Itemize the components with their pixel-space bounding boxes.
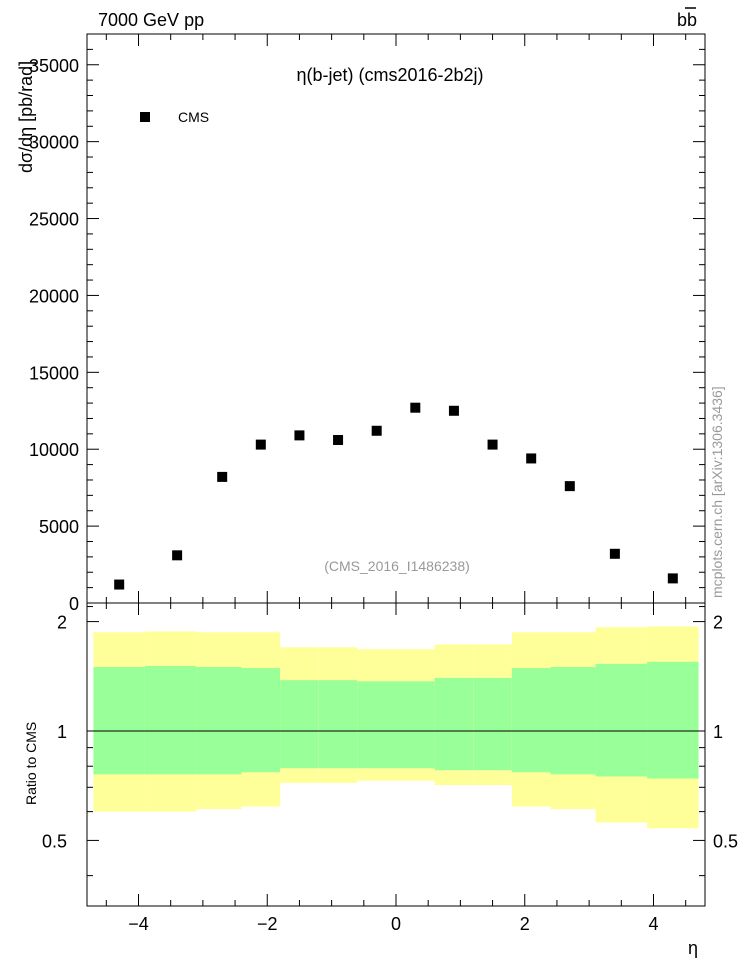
data-point-cms bbox=[333, 434, 344, 445]
ratio-y-tick-label: 1 bbox=[57, 722, 67, 742]
ratio-y-tick-label: 2 bbox=[57, 613, 67, 633]
main-panel: 0 5000 10000 15000 20000 25000 30000 35000 η(b-… bbox=[16, 33, 706, 614]
y-tick-label: 30000 bbox=[29, 133, 79, 153]
ratio-inner-band bbox=[93, 667, 145, 775]
main-ticks: 0 5000 10000 15000 20000 25000 30000 35000 bbox=[29, 34, 705, 614]
ratio-inner-band bbox=[144, 665, 197, 775]
y-tick-label: 15000 bbox=[29, 363, 79, 383]
ratio-inner-band bbox=[357, 681, 396, 769]
ratio-inner-band bbox=[318, 680, 358, 769]
ratio-y-tick-label: 0.5 bbox=[42, 831, 67, 851]
main-data-points bbox=[114, 402, 678, 590]
data-point-cms bbox=[526, 453, 537, 464]
ratio-ticks: −4 −2 0 2 4 0.5 0.5 1 1 2 2 bbox=[42, 603, 738, 934]
y-tick-label: 35000 bbox=[29, 56, 79, 76]
ratio-y-axis-label: Ratio to CMS bbox=[23, 722, 39, 805]
ratio-bands bbox=[93, 626, 699, 829]
ratio-inner-band bbox=[647, 661, 699, 779]
ratio-inner-band bbox=[396, 681, 435, 769]
data-point-cms bbox=[487, 439, 498, 450]
data-point-cms bbox=[667, 573, 678, 584]
data-point-cms bbox=[448, 405, 459, 416]
y-tick-label: 10000 bbox=[29, 440, 79, 460]
ratio-inner-band bbox=[241, 668, 281, 773]
y-tick-label: 0 bbox=[69, 594, 79, 614]
y-axis-label: dσ/dη [pb/rad] bbox=[16, 61, 36, 173]
x-tick-label: 2 bbox=[520, 914, 530, 934]
ratio-inner-band bbox=[511, 668, 551, 773]
header-process-label: bb bbox=[677, 10, 697, 30]
ratio-inner-band bbox=[280, 680, 319, 769]
data-point-cms bbox=[172, 550, 183, 561]
y-tick-label: 20000 bbox=[29, 286, 79, 306]
legend-marker-cms bbox=[140, 112, 150, 122]
main-title: η(b-jet) (cms2016-2b2j) bbox=[296, 65, 483, 85]
x-tick-label: −4 bbox=[128, 914, 149, 934]
x-tick-label: 0 bbox=[391, 914, 401, 934]
data-point-cms bbox=[114, 579, 125, 590]
ratio-inner-band bbox=[595, 663, 648, 777]
data-point-cms bbox=[410, 402, 421, 413]
data-point-cms bbox=[217, 471, 228, 482]
y-tick-label: 25000 bbox=[29, 210, 79, 230]
x-tick-label: −2 bbox=[257, 914, 278, 934]
data-point-cms bbox=[294, 430, 305, 441]
ratio-panel: −4 −2 0 2 4 0.5 0.5 1 1 2 2 Ratio to CMS bbox=[23, 602, 738, 934]
data-point-cms bbox=[371, 425, 382, 436]
legend-label-cms: CMS bbox=[178, 109, 209, 125]
data-point-cms bbox=[255, 439, 266, 450]
data-point-cms bbox=[609, 548, 620, 559]
analysis-label: (CMS_2016_I1486238) bbox=[324, 558, 470, 574]
ratio-inner-band bbox=[550, 667, 596, 775]
data-point-cms bbox=[564, 481, 575, 492]
ratio-y-tick-label-right: 2 bbox=[713, 613, 723, 633]
ratio-inner-band bbox=[434, 677, 474, 771]
x-axis-label: η bbox=[688, 938, 698, 958]
y-tick-label: 5000 bbox=[39, 517, 79, 537]
ratio-y-tick-label-right: 1 bbox=[713, 722, 723, 742]
watermark: mcplots.cern.ch [arXiv:1306.3436] bbox=[709, 386, 725, 598]
ratio-inner-band bbox=[473, 677, 512, 771]
ratio-y-tick-label-right: 0.5 bbox=[713, 831, 738, 851]
ratio-frame bbox=[86, 602, 706, 907]
header-energy-label: 7000 GeV pp bbox=[98, 10, 204, 30]
ratio-inner-band bbox=[196, 667, 242, 775]
x-tick-label: 4 bbox=[648, 914, 658, 934]
